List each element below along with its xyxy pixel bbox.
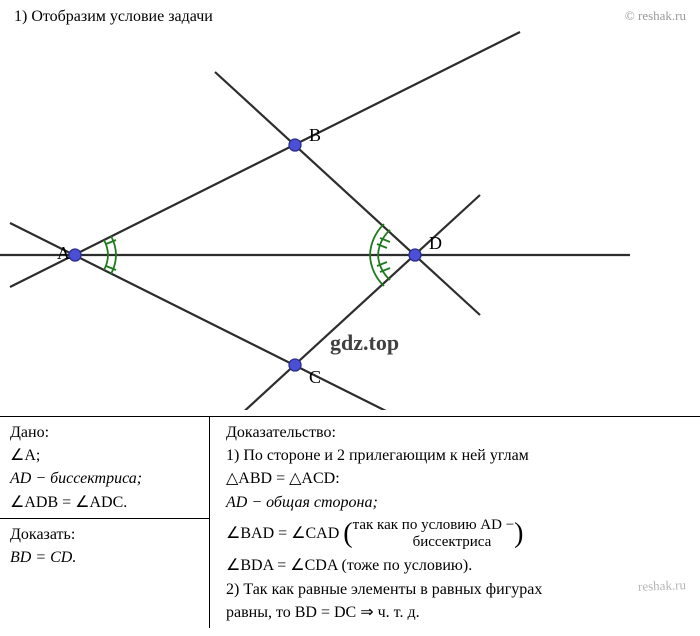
- overlay-watermark: gdz.top: [330, 330, 399, 356]
- proof-table: Дано: ∠A; AD − биссектриса; ∠ADB = ∠ADC.…: [0, 416, 700, 628]
- step-label: 1) Отобразим условие задачи: [14, 8, 213, 25]
- proof-block: Доказательство: 1) По стороне и 2 прилег…: [216, 417, 700, 628]
- given-line: ∠A;: [10, 444, 199, 467]
- label-B: B: [309, 125, 321, 145]
- prove-block: Доказать: BD = CD.: [0, 519, 209, 573]
- proof-line: ∠BDA = ∠CDA (тоже по условию).: [226, 554, 690, 577]
- given-block: Дано: ∠A; AD − биссектриса; ∠ADB = ∠ADC.: [0, 417, 209, 518]
- watermark-bottom: reshak.ru: [638, 577, 687, 595]
- geometry-diagram: A B C D gdz.top: [0, 30, 700, 410]
- prove-title: Доказать:: [10, 523, 199, 546]
- proof-line: △ABD = △ACD:: [226, 467, 690, 490]
- given-line: ∠ADB = ∠ADC.: [10, 491, 199, 514]
- given-title: Дано:: [10, 421, 199, 444]
- proof-line: равны, то BD = DC ⇒ ч. т. д.: [226, 601, 690, 624]
- proof-line: 2) Так как равные элементы в равных фигу…: [226, 578, 690, 601]
- given-line: AD − биссектриса;: [10, 467, 199, 490]
- watermark-top: © reshak.ru: [625, 8, 686, 24]
- prove-line: BD = CD.: [10, 546, 199, 569]
- label-D: D: [429, 233, 442, 253]
- proof-line: 1) По стороне и 2 прилегающим к ней угла…: [226, 444, 690, 467]
- proof-line: AD − общая сторона;: [226, 491, 690, 514]
- proof-line: ∠BAD = ∠CAD ( так как по условию AD − би…: [226, 514, 690, 555]
- label-A: A: [57, 243, 70, 263]
- proof-title: Доказательство:: [226, 421, 690, 444]
- label-C: C: [309, 367, 321, 387]
